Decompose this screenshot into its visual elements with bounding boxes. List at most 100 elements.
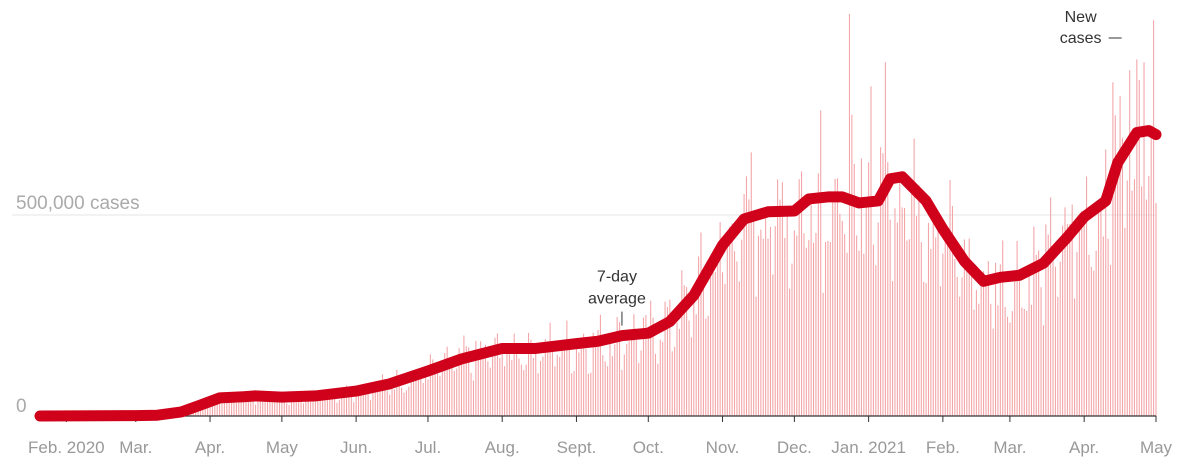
daily-case-bar bbox=[612, 356, 613, 416]
daily-case-bar bbox=[672, 351, 673, 416]
daily-case-bar bbox=[420, 378, 421, 416]
daily-case-bar bbox=[595, 343, 596, 416]
daily-case-bar bbox=[1148, 176, 1149, 416]
daily-case-bar bbox=[727, 237, 728, 416]
y-tick-label: 0 bbox=[16, 396, 27, 417]
new-cases-annotation-line1: New bbox=[1065, 9, 1097, 26]
daily-case-bar bbox=[629, 341, 630, 416]
daily-case-bar bbox=[1096, 251, 1097, 416]
daily-case-bar bbox=[576, 344, 577, 416]
daily-case-bar bbox=[1062, 226, 1063, 416]
daily-case-bar bbox=[803, 233, 804, 416]
daily-case-bar bbox=[1084, 210, 1085, 416]
daily-case-bar bbox=[478, 353, 479, 416]
daily-case-bar bbox=[748, 199, 749, 416]
daily-case-bar bbox=[564, 340, 565, 416]
daily-case-bar bbox=[808, 240, 809, 416]
daily-case-bar bbox=[315, 399, 316, 416]
daily-case-bar bbox=[990, 304, 991, 416]
daily-case-bar bbox=[945, 236, 946, 416]
daily-case-bar bbox=[856, 235, 857, 416]
daily-case-bar bbox=[847, 253, 848, 416]
daily-case-bar bbox=[971, 274, 972, 416]
daily-case-bar bbox=[954, 259, 955, 416]
daily-case-bar bbox=[674, 347, 675, 416]
daily-case-bar bbox=[451, 362, 452, 416]
daily-case-bar bbox=[844, 234, 845, 416]
daily-case-bar bbox=[741, 240, 742, 416]
daily-case-bar bbox=[291, 400, 292, 416]
daily-case-bar bbox=[873, 245, 874, 416]
daily-case-bar bbox=[392, 385, 393, 416]
daily-case-bar bbox=[1005, 307, 1006, 416]
daily-case-bar bbox=[739, 281, 740, 416]
daily-case-bar bbox=[973, 310, 974, 416]
daily-case-bar bbox=[1136, 59, 1137, 416]
daily-case-bar bbox=[722, 272, 723, 416]
daily-case-bar bbox=[985, 285, 986, 416]
daily-case-bar bbox=[286, 403, 287, 416]
daily-case-bar bbox=[600, 315, 601, 416]
daily-case-bar bbox=[851, 115, 852, 416]
daily-case-bar bbox=[523, 370, 524, 416]
daily-case-bar bbox=[1088, 255, 1089, 416]
daily-case-bar bbox=[605, 361, 606, 416]
daily-case-bar bbox=[902, 207, 903, 416]
daily-case-bar bbox=[310, 401, 311, 416]
daily-case-bar bbox=[358, 396, 359, 416]
daily-case-bar bbox=[1033, 227, 1034, 416]
daily-case-bar bbox=[981, 279, 982, 416]
daily-case-bar bbox=[487, 361, 488, 416]
x-tick-label: Mar. bbox=[993, 438, 1026, 457]
daily-case-bar bbox=[1120, 96, 1121, 416]
daily-case-bar bbox=[928, 223, 929, 416]
daily-case-bar bbox=[439, 376, 440, 416]
daily-case-bar bbox=[734, 251, 735, 416]
daily-case-bar bbox=[255, 405, 256, 416]
x-tick-label: Oct. bbox=[633, 438, 664, 457]
daily-case-bar bbox=[506, 353, 507, 416]
average-annotation-line1: 7-day bbox=[597, 269, 637, 286]
daily-case-bar bbox=[681, 270, 682, 416]
daily-case-bar bbox=[540, 361, 541, 416]
daily-case-bar bbox=[997, 305, 998, 416]
x-tick-label: Aug. bbox=[485, 438, 520, 457]
daily-case-bar bbox=[406, 390, 407, 416]
daily-case-bar bbox=[835, 179, 836, 416]
daily-case-bar bbox=[490, 368, 491, 416]
daily-case-bar bbox=[938, 230, 939, 416]
daily-case-bar bbox=[363, 392, 364, 416]
daily-case-bar bbox=[921, 242, 922, 416]
daily-case-bar bbox=[609, 343, 610, 416]
daily-case-bar bbox=[542, 357, 543, 416]
daily-case-bar bbox=[950, 180, 951, 416]
daily-case-bar bbox=[1098, 204, 1099, 416]
daily-case-bar bbox=[1112, 82, 1113, 416]
daily-case-bar bbox=[1002, 240, 1003, 416]
daily-case-bar bbox=[811, 200, 812, 416]
daily-case-bar bbox=[463, 336, 464, 416]
daily-case-bar bbox=[815, 233, 816, 416]
x-tick-label: Apr. bbox=[195, 438, 225, 457]
daily-case-bar bbox=[401, 388, 402, 416]
daily-case-bar bbox=[427, 380, 428, 416]
daily-case-bar bbox=[961, 277, 962, 416]
daily-case-bar bbox=[796, 236, 797, 416]
daily-case-bar bbox=[751, 152, 752, 416]
daily-case-bar bbox=[569, 342, 570, 416]
daily-case-bar bbox=[839, 214, 840, 416]
daily-case-bar bbox=[1129, 70, 1130, 416]
daily-case-bar bbox=[957, 277, 958, 416]
daily-case-bar bbox=[631, 337, 632, 416]
daily-case-bar bbox=[554, 366, 555, 416]
daily-case-bar bbox=[638, 363, 639, 416]
daily-case-bar bbox=[303, 403, 304, 416]
daily-case-bar bbox=[717, 244, 718, 416]
daily-case-bar bbox=[775, 226, 776, 416]
daily-case-bar bbox=[425, 374, 426, 416]
x-tick-label: May bbox=[266, 438, 299, 457]
daily-case-bar bbox=[976, 290, 977, 416]
daily-case-bar bbox=[940, 286, 941, 416]
daily-case-bar bbox=[930, 249, 931, 416]
daily-case-bar bbox=[657, 364, 658, 416]
